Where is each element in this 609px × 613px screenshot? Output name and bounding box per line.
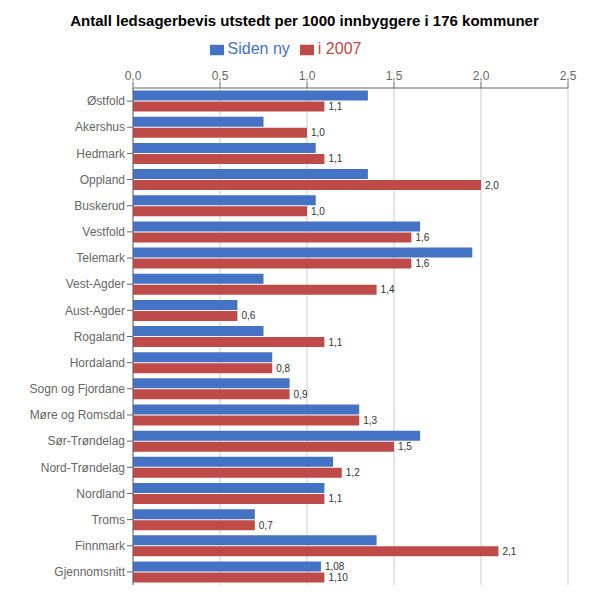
svg-text:0,0: 0,0 bbox=[125, 69, 142, 83]
svg-text:0,6: 0,6 bbox=[241, 310, 255, 321]
svg-text:1,6: 1,6 bbox=[415, 258, 429, 269]
svg-text:1,3: 1,3 bbox=[363, 415, 377, 426]
svg-text:Møre og Romsdal: Møre og Romsdal bbox=[30, 408, 125, 422]
svg-text:2,5: 2,5 bbox=[560, 69, 577, 83]
svg-text:Aust-Agder: Aust-Agder bbox=[65, 304, 125, 318]
svg-text:Sør-Trøndelag: Sør-Trøndelag bbox=[47, 434, 125, 448]
svg-text:Sogn og Fjordane: Sogn og Fjordane bbox=[30, 382, 126, 396]
svg-text:1,08: 1,08 bbox=[325, 561, 345, 572]
svg-text:1,0: 1,0 bbox=[311, 206, 325, 217]
svg-text:Buskerud: Buskerud bbox=[74, 199, 125, 213]
html-text:i 2007: i 2007 bbox=[317, 40, 362, 57]
svg-text:1,1: 1,1 bbox=[328, 101, 342, 112]
svg-text:Nord-Trøndelag: Nord-Trøndelag bbox=[41, 461, 125, 475]
svg-text:0,8: 0,8 bbox=[276, 363, 290, 374]
svg-text:0,5: 0,5 bbox=[212, 69, 229, 83]
svg-text:Akershus: Akershus bbox=[75, 120, 125, 134]
svg-text:Gjennomsnitt: Gjennomsnitt bbox=[54, 565, 125, 579]
svg-text:1,10: 1,10 bbox=[328, 572, 348, 583]
svg-text:Hedmark: Hedmark bbox=[76, 147, 126, 161]
svg-text:Vestfold: Vestfold bbox=[82, 225, 125, 239]
svg-text:Telemark: Telemark bbox=[76, 251, 126, 265]
svg-text:1,0: 1,0 bbox=[311, 127, 325, 138]
svg-text:0,9: 0,9 bbox=[294, 389, 308, 400]
svg-text:Hordaland: Hordaland bbox=[70, 356, 125, 370]
svg-text:Troms: Troms bbox=[91, 513, 125, 527]
svg-text:Østfold: Østfold bbox=[87, 94, 125, 108]
svg-text:2,0: 2,0 bbox=[473, 69, 490, 83]
html-text:Siden ny: Siden ny bbox=[227, 40, 290, 57]
svg-text:Rogaland: Rogaland bbox=[74, 330, 125, 344]
svg-text:2,0: 2,0 bbox=[485, 180, 499, 191]
svg-text:1,4: 1,4 bbox=[381, 284, 395, 295]
svg-text:1,6: 1,6 bbox=[415, 232, 429, 243]
svg-text:2,1: 2,1 bbox=[502, 546, 516, 557]
html-text:Antall ledsagerbevis utstedt p: Antall ledsagerbevis utstedt per 1000 in… bbox=[70, 12, 539, 29]
svg-text:1,5: 1,5 bbox=[398, 441, 412, 452]
svg-text:1,1: 1,1 bbox=[328, 493, 342, 504]
svg-text:1,0: 1,0 bbox=[299, 69, 316, 83]
svg-text:Finnmark: Finnmark bbox=[75, 539, 126, 553]
svg-text:Vest-Agder: Vest-Agder bbox=[66, 277, 125, 291]
svg-text:1,2: 1,2 bbox=[346, 467, 360, 478]
svg-text:Nordland: Nordland bbox=[76, 487, 125, 501]
svg-text:1,1: 1,1 bbox=[328, 337, 342, 348]
svg-text:0,7: 0,7 bbox=[259, 520, 273, 531]
svg-text:1,1: 1,1 bbox=[328, 153, 342, 164]
svg-text:1,5: 1,5 bbox=[386, 69, 403, 83]
svg-text:Oppland: Oppland bbox=[80, 173, 125, 187]
